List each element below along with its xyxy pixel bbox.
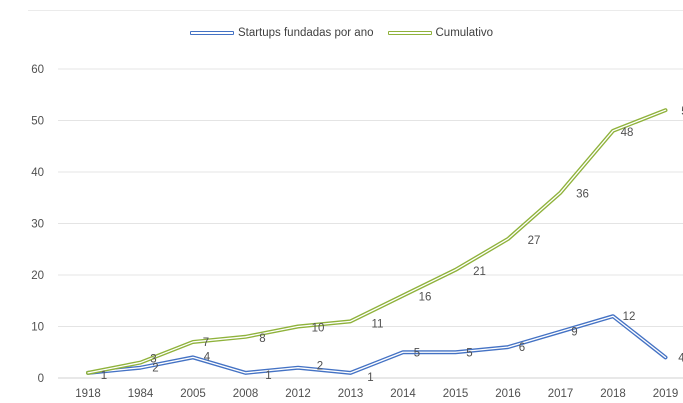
data-label-cumulativo-2013: 11 [372, 318, 384, 330]
x-tick-label-1984: 1984 [128, 388, 154, 400]
x-tick-label-2017: 2017 [548, 388, 574, 400]
data-label-startups-1984: 2 [152, 363, 158, 375]
data-label-startups-2017: 9 [571, 327, 577, 339]
gridlines [58, 68, 683, 379]
data-label-cumulativo-2015: 21 [473, 266, 486, 278]
series-startups [86, 314, 668, 375]
x-tick-label-2012: 2012 [285, 388, 311, 400]
data-label-startups-2016: 6 [519, 342, 525, 354]
y-tick-label-50: 50 [31, 116, 44, 128]
legend-swatch-startups [189, 31, 234, 35]
data-label-startups-2008: 1 [265, 370, 271, 382]
data-label-cumulativo-2016: 27 [528, 235, 541, 247]
x-tick-label-2013: 2013 [338, 388, 364, 400]
y-tick-label-0: 0 [38, 373, 44, 385]
data-label-startups-2019: 4 [678, 352, 683, 364]
x-tick-label-2016: 2016 [495, 388, 521, 400]
series-line-outer [86, 108, 668, 375]
data-label-cumulativo-2014: 16 [419, 292, 432, 304]
data-label-startups-2013: 1 [367, 372, 373, 384]
series-lines [86, 108, 668, 375]
data-label-startups-2015: 5 [466, 347, 472, 359]
series-line-inner [87, 315, 667, 374]
data-label-cumulativo-2012: 10 [312, 323, 325, 335]
x-tick-label-2019: 2019 [653, 388, 679, 400]
series-line-inner [87, 109, 667, 374]
data-labels: 1241215569124378101116212736485 [101, 106, 683, 384]
x-tick-label-2014: 2014 [390, 388, 416, 400]
data-label-startups-2018: 12 [623, 311, 636, 323]
legend-label-startups: Startups fundadas por ano [237, 27, 374, 39]
series-cumulativo [86, 108, 668, 375]
data-label-startups-2014: 5 [414, 347, 420, 359]
x-tick-label-2018: 2018 [600, 388, 626, 400]
data-label-cumulativo-2008: 8 [259, 333, 265, 345]
y-tick-label-60: 60 [31, 64, 44, 76]
legend: Startups fundadas por ano Cumulativo [0, 27, 683, 39]
x-tick-label-2008: 2008 [233, 388, 259, 400]
legend-swatch-cumulativo [387, 31, 432, 35]
y-tick-label-30: 30 [31, 219, 44, 231]
legend-label-cumulativo: Cumulativo [435, 27, 494, 39]
data-label-cumulativo-2019: 5 [681, 106, 683, 118]
y-axis-ticks: 0 10 20 30 40 50 60 [31, 64, 44, 385]
y-tick-label-40: 40 [31, 167, 44, 179]
data-label-cumulativo-1984: 3 [150, 354, 156, 366]
data-label-cumulativo-2005: 7 [203, 337, 209, 349]
x-tick-label-2005: 2005 [180, 388, 206, 400]
y-tick-label-10: 10 [31, 322, 44, 334]
legend-item-startups: Startups fundadas por ano [189, 27, 374, 39]
data-label-startups-2012: 2 [317, 361, 323, 373]
legend-item-cumulativo: Cumulativo [387, 27, 494, 39]
data-label-startups-2005: 4 [204, 351, 211, 363]
top-divider [28, 10, 683, 11]
x-tick-label-2015: 2015 [443, 388, 469, 400]
data-label-cumulativo-2018: 48 [621, 127, 634, 139]
x-tick-label-1918: 1918 [75, 388, 101, 400]
x-axis-ticks: 1918 1984 2005 2008 2012 2013 2014 2015 2016 2017… [75, 388, 678, 400]
y-tick-label-20: 20 [31, 270, 44, 282]
data-label-cumulativo-2017: 36 [576, 189, 589, 201]
data-label-startups-1918: 1 [101, 370, 107, 382]
